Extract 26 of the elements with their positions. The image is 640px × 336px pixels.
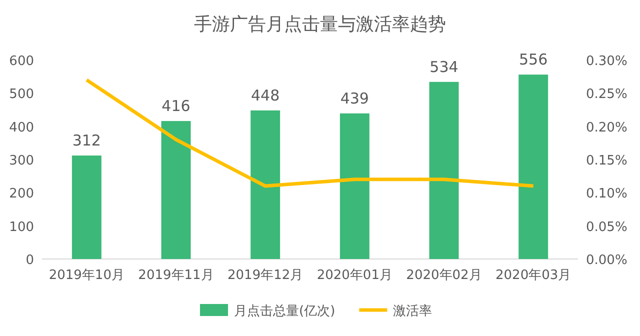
y2-tick-label: 0.30% — [586, 54, 628, 69]
y-tick-label: 400 — [9, 120, 34, 136]
y-tick-label: 200 — [9, 186, 34, 202]
text: 556 — [519, 50, 548, 69]
chart-title: 手游广告月点击量与激活率趋势 — [194, 14, 446, 35]
x-tick-label: 2019年10月 — [48, 268, 124, 283]
y-tick-label: 300 — [9, 154, 34, 168]
y-tick-label: 100 — [9, 220, 34, 235]
x-tick-label: 2019年12月 — [228, 268, 304, 283]
text: 534 — [430, 58, 458, 76]
y2-tick-label: 0.25% — [586, 87, 628, 102]
y-tick-label: 0 — [26, 253, 34, 268]
y2-tick-label: 0.05% — [586, 220, 628, 235]
legend-label: 激活率 — [393, 303, 432, 319]
legend-label: 月点击总量(亿次) — [234, 304, 336, 319]
y-tick-label: 600 — [9, 54, 34, 69]
x-tick-label: 2020年02月 — [406, 268, 482, 283]
y2-tick-label: 0.00% — [586, 253, 628, 268]
x-tick-label: 2020年01月 — [316, 268, 392, 283]
y2-tick-label: 0.20% — [586, 120, 628, 136]
bar — [72, 156, 102, 259]
y2-tick-label: 0.10% — [586, 186, 628, 202]
y2-tick-label: 0.15% — [586, 154, 628, 168]
x-tick-label: 2019年11月 — [138, 268, 214, 283]
x-tick-label: 2020年03月 — [496, 268, 572, 283]
y-tick-label: 500 — [9, 87, 34, 102]
